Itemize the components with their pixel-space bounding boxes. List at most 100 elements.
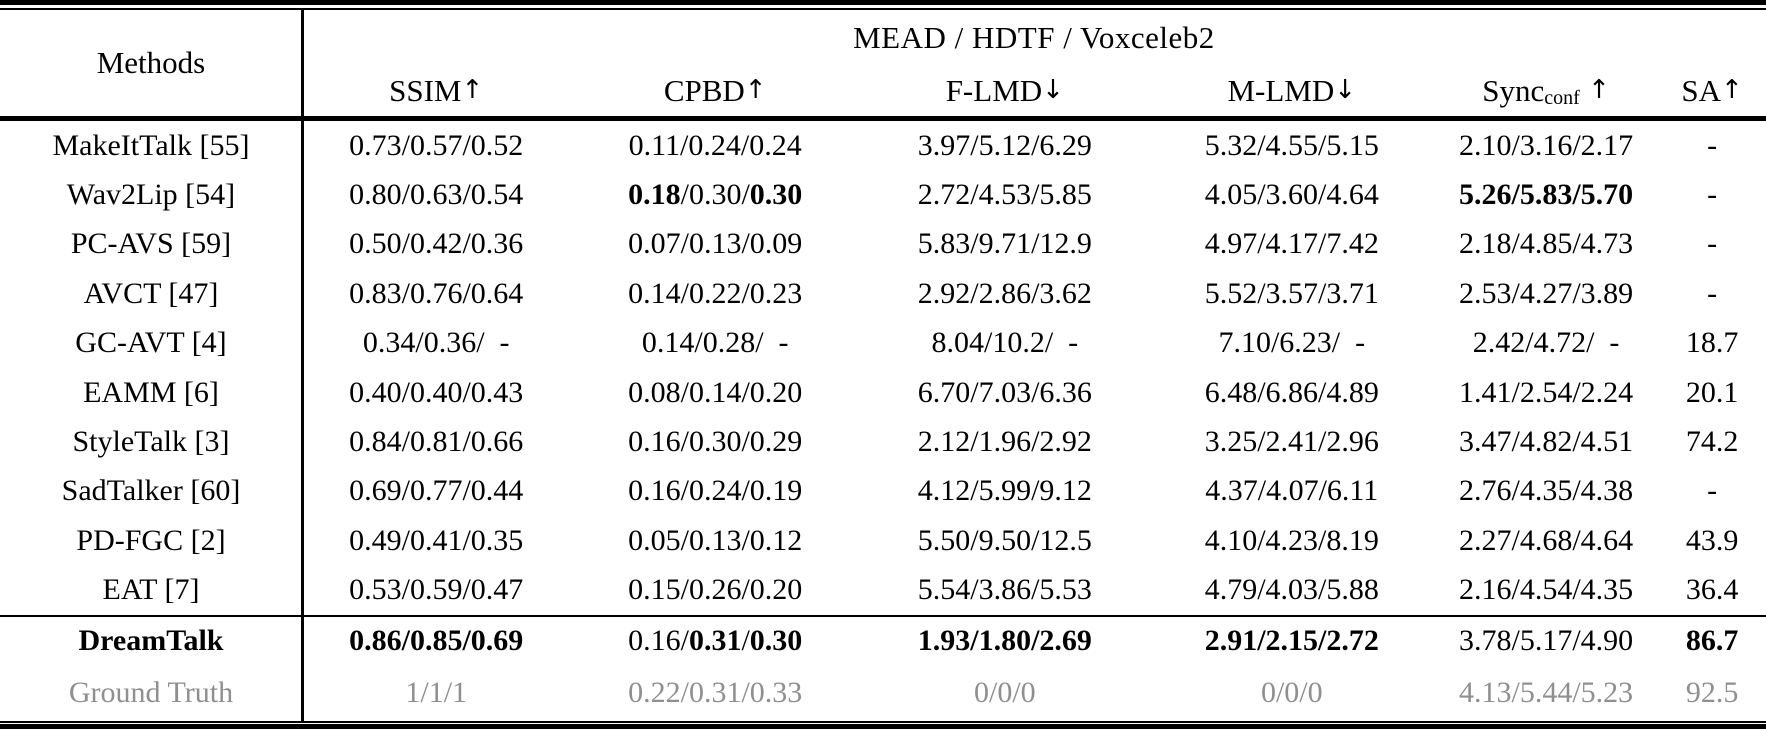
column-header-cpbd: CPBD ↑ (663, 73, 767, 108)
cell-cpbd: 0.15/0.26/0.20 (628, 573, 803, 607)
bottom-rule-thin (0, 720, 1766, 723)
cell-f-lmd: 3.97/5.12/6.29 (917, 128, 1092, 162)
table-row: Ground Truth 1/1/1 0.22/0.31/0.33 0/0/0 0/0/… (0, 665, 1766, 721)
cell-m-lmd: 7.10/6.23/ - (1218, 326, 1366, 360)
cell-f-lmd: 6.70/7.03/6.36 (917, 375, 1092, 409)
column-header-ssim: SSIM ↑ (389, 73, 484, 108)
cell-m-lmd: 3.25/2.41/2.96 (1204, 425, 1379, 459)
cell-m-lmd: 5.52/3.57/3.71 (1204, 276, 1379, 310)
cell-cpbd: 0.05/0.13/0.12 (628, 523, 803, 557)
cell-f-lmd: 2.92/2.86/3.62 (917, 276, 1092, 310)
cell-cpbd: 0.14/0.28/ - (641, 326, 789, 360)
up-arrow-icon: ↑ (461, 75, 484, 105)
cell-sa: - (1707, 128, 1718, 162)
cell-ssim: 0.80/0.63/0.54 (349, 178, 524, 212)
table-row: PD-FGC [2] 0.49/0.41/0.35 0.05/0.13/0.12 5.… (0, 516, 1766, 565)
cell-cpbd: 0.16/0.30/0.29 (628, 425, 803, 459)
method-name: MakeItTalk [55] (52, 128, 250, 162)
top-rule-thick (0, 0, 1766, 5)
cell-ssim: 0.69/0.77/0.44 (349, 474, 524, 508)
cell-cpbd: 0.22/0.31/0.33 (628, 675, 803, 709)
cell-sa: 74.2 (1685, 425, 1739, 459)
cell-cpbd: 0.07/0.13/0.09 (628, 227, 803, 261)
cell-cpbd: 0.16/0.24/0.19 (628, 474, 803, 508)
cell-ssim: 0.49/0.41/0.35 (349, 523, 524, 557)
cell-f-lmd: 1.93/1.80/2.69 (917, 623, 1092, 657)
cell-ssim: 0.50/0.42/0.36 (349, 227, 524, 261)
column-header-sync-conf: Sync conf ↑ (1482, 73, 1610, 109)
cell-sa: 92.5 (1685, 675, 1739, 709)
method-name: DreamTalk (78, 623, 224, 657)
cell-sync-conf: 1.41/2.54/2.24 (1458, 375, 1634, 409)
cell-m-lmd: 4.10/4.23/8.19 (1204, 523, 1379, 557)
up-arrow-icon: ↑ (744, 75, 767, 105)
cell-m-lmd: 4.05/3.60/4.64 (1204, 178, 1379, 212)
cell-m-lmd: 2.91/2.15/2.72 (1204, 623, 1379, 657)
method-name: StyleTalk [3] (72, 425, 230, 459)
cell-ssim: 0.53/0.59/0.47 (349, 573, 524, 607)
header-bottom-rule (0, 116, 1766, 121)
cell-sync-conf: 5.26/5.83/5.70 (1458, 178, 1634, 212)
method-name: GC-AVT [4] (75, 326, 227, 360)
down-arrow-icon: ↓ (1334, 75, 1357, 105)
table-row: StyleTalk [3] 0.84/0.81/0.66 0.16/0.30/0.2… (0, 417, 1766, 466)
cell-f-lmd: 8.04/10.2/ - (931, 326, 1079, 360)
cell-cpbd: 0.11/0.24/0.24 (628, 128, 802, 162)
cell-cpbd: 0.16/0.31/0.30 (628, 623, 803, 657)
cell-f-lmd: 4.12/5.99/9.12 (917, 474, 1092, 508)
cell-sa: 18.7 (1685, 326, 1739, 360)
cell-sa: - (1707, 178, 1718, 212)
method-name: Wav2Lip [54] (66, 178, 236, 212)
cell-sa: 20.1 (1685, 375, 1739, 409)
method-name: EAMM [6] (83, 375, 219, 409)
method-name: PD-FGC [2] (76, 523, 226, 557)
cell-ssim: 1/1/1 (405, 675, 468, 709)
table-row: MakeItTalk [55] 0.73/0.57/0.52 0.11/0.24/0… (0, 121, 1766, 170)
cell-sa: 86.7 (1685, 623, 1739, 657)
cell-m-lmd: 5.32/4.55/5.15 (1204, 128, 1379, 162)
cell-sync-conf: 2.10/3.16/2.17 (1458, 128, 1634, 162)
table-header: Methods MEAD / HDTF / Voxceleb2 SSIM ↑ CPB… (0, 10, 1766, 116)
cell-sync-conf: 2.27/4.68/4.64 (1458, 523, 1634, 557)
cell-m-lmd: 0/0/0 (1260, 675, 1323, 709)
method-name: AVCT [47] (83, 276, 219, 310)
down-arrow-icon: ↓ (1042, 75, 1064, 105)
cell-f-lmd: 5.54/3.86/5.53 (917, 573, 1092, 607)
cell-sa: - (1707, 276, 1718, 310)
cell-m-lmd: 4.37/4.07/6.11 (1205, 474, 1379, 508)
cell-f-lmd: 0/0/0 (973, 675, 1036, 709)
table-row: GC-AVT [4] 0.34/0.36/ - 0.14/0.28/ - 8.04/1… (0, 319, 1766, 368)
cell-cpbd: 0.08/0.14/0.20 (628, 375, 803, 409)
cell-ssim: 0.73/0.57/0.52 (349, 128, 524, 162)
column-header-methods: Methods (96, 45, 206, 80)
cell-ssim: 0.83/0.76/0.64 (349, 276, 524, 310)
column-header-m-lmd: M-LMD ↓ (1227, 73, 1357, 108)
cell-ssim: 0.84/0.81/0.66 (349, 425, 524, 459)
cell-m-lmd: 6.48/6.86/4.89 (1204, 375, 1379, 409)
dataset-group-header: MEAD / HDTF / Voxceleb2 (853, 20, 1215, 55)
cell-sync-conf: 3.78/5.17/4.90 (1458, 623, 1634, 657)
cell-f-lmd: 2.12/1.96/2.92 (917, 425, 1092, 459)
method-name: Ground Truth (68, 675, 234, 709)
cell-f-lmd: 2.72/4.53/5.85 (917, 178, 1092, 212)
table-row: EAMM [6] 0.40/0.40/0.43 0.08/0.14/0.20 6.70… (0, 368, 1766, 417)
cell-sa: 43.9 (1685, 523, 1739, 557)
cell-sync-conf: 3.47/4.82/4.51 (1458, 425, 1634, 459)
cell-sa: - (1707, 474, 1718, 508)
cell-sync-conf: 2.18/4.85/4.73 (1458, 227, 1634, 261)
method-name: SadTalker [60] (61, 474, 241, 508)
methods-column-divider-rule (300, 10, 304, 721)
cell-m-lmd: 4.97/4.17/7.42 (1204, 227, 1379, 261)
table-body: MakeItTalk [55] 0.73/0.57/0.52 0.11/0.24/0… (0, 121, 1766, 721)
cell-sync-conf: 2.42/4.72/ - (1472, 326, 1620, 360)
cell-sync-conf: 4.13/5.44/5.23 (1458, 675, 1634, 709)
method-name: PC-AVS [59] (70, 227, 232, 261)
cell-ssim: 0.34/0.36/ - (362, 326, 510, 360)
cell-sync-conf: 2.16/4.54/4.35 (1458, 573, 1634, 607)
table-row: SadTalker [60] 0.69/0.77/0.44 0.16/0.24/0.… (0, 467, 1766, 516)
table-row: PC-AVS [59] 0.50/0.42/0.36 0.07/0.13/0.09 5… (0, 220, 1766, 269)
method-name: EAT [7] (102, 573, 200, 607)
bottom-rule-thick (0, 723, 1766, 729)
cell-sync-conf: 2.53/4.27/3.89 (1458, 276, 1634, 310)
